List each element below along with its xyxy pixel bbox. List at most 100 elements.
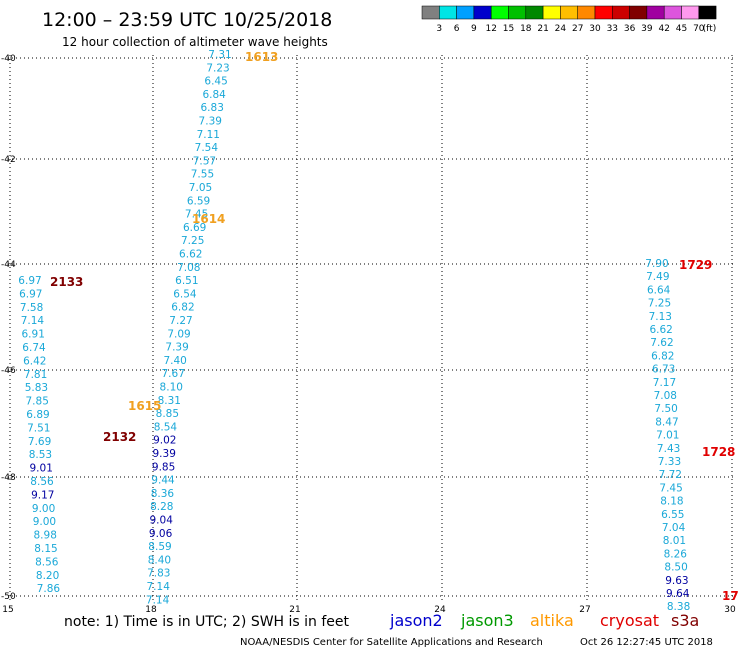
wave-height-value: 7.72 xyxy=(659,469,682,481)
wave-height-value: 7.31 xyxy=(208,49,231,61)
page-subtitle: 12 hour collection of altimeter wave hei… xyxy=(62,35,328,49)
wave-height-value: 7.25 xyxy=(648,298,671,310)
wave-height-value: 9.01 xyxy=(30,463,53,475)
wave-height-value: 7.14 xyxy=(146,594,170,606)
color-swatch xyxy=(525,5,544,20)
wave-height-value: 8.26 xyxy=(664,548,688,560)
footer-credit: NOAA/NESDIS Center for Satellite Applica… xyxy=(240,637,543,648)
wave-height-value: 5.83 xyxy=(25,382,48,394)
color-scale-label: 36 xyxy=(624,24,636,34)
wave-height-value: 6.91 xyxy=(22,329,45,341)
wave-height-value: 6.51 xyxy=(175,275,198,287)
lat-tick-label: -50 xyxy=(1,592,16,602)
lat-tick-label: -40 xyxy=(1,54,16,64)
wave-height-value: 6.84 xyxy=(202,89,226,101)
wave-height-value: 6.97 xyxy=(19,288,42,300)
satellite-legend: jason2 jason3 altika cryosat s3a xyxy=(389,611,699,630)
lat-tick-label: -48 xyxy=(1,473,16,483)
wave-height-value: 7.14 xyxy=(147,581,171,593)
wave-height-value: 7.05 xyxy=(189,182,212,194)
wave-height-value: 6.45 xyxy=(204,76,227,88)
wave-height-value: 7.81 xyxy=(24,369,47,381)
page-title: 12:00 – 23:59 UTC 10/25/2018 xyxy=(42,9,332,31)
wave-height-value: 9.64 xyxy=(666,588,690,600)
wave-height-value: 9.85 xyxy=(152,461,175,473)
wave-height-value: 7.39 xyxy=(199,116,222,128)
wave-height-value: 9.17 xyxy=(31,489,54,501)
lon-tick-label: 15 xyxy=(2,605,13,615)
color-scale-label: 9 xyxy=(471,24,477,34)
color-swatch xyxy=(508,5,527,20)
lon-tick-label: 27 xyxy=(579,605,590,615)
wave-height-value: 8.54 xyxy=(154,421,178,433)
wave-height-value: 9.63 xyxy=(665,575,688,587)
wave-height-value: 6.69 xyxy=(183,222,206,234)
wave-height-value: 7.55 xyxy=(191,169,214,181)
pass-id-label: 17 xyxy=(722,589,739,603)
color-swatch xyxy=(421,5,440,20)
wave-height-value: 7.27 xyxy=(169,315,192,327)
wave-height-value: 7.01 xyxy=(656,430,679,442)
wave-height-value: 9.00 xyxy=(32,503,55,515)
color-swatch xyxy=(681,5,700,20)
wave-height-value: 7.58 xyxy=(20,302,43,314)
wave-height-value: 7.90 xyxy=(645,258,668,270)
wave-height-value: 7.33 xyxy=(658,456,681,468)
color-scale-label: 3 xyxy=(436,24,442,34)
wave-height-value: 8.01 xyxy=(663,535,686,547)
wave-height-value: 8.15 xyxy=(34,543,57,555)
wave-height-value: 7.45 xyxy=(659,482,682,494)
color-swatch xyxy=(456,5,475,20)
wave-height-value: 8.59 xyxy=(148,541,171,553)
color-scale-label: 33 xyxy=(607,24,618,34)
wave-height-value: 6.83 xyxy=(201,102,224,114)
pass-id-label: 1728 xyxy=(702,445,735,459)
wave-height-value: 8.50 xyxy=(664,562,687,574)
color-scale-label: 45 xyxy=(676,24,687,34)
wave-height-value: 6.42 xyxy=(23,355,46,367)
pass-id-label: 1729 xyxy=(679,258,712,272)
footer-timestamp: Oct 26 12:27:45 UTC 2018 xyxy=(580,637,713,648)
wave-height-tracks: 7.317.236.456.846.837.397.117.547.577.55… xyxy=(18,49,690,613)
wave-height-value: 8.31 xyxy=(158,395,181,407)
color-scale-label: 30 xyxy=(589,24,601,34)
color-swatch xyxy=(577,5,596,20)
wave-height-value: 7.08 xyxy=(654,390,677,402)
wave-height-value: 8.85 xyxy=(156,408,179,420)
color-swatch xyxy=(542,5,561,20)
color-swatch xyxy=(646,5,665,20)
color-scale-label: 24 xyxy=(555,24,567,34)
wave-height-value: 8.18 xyxy=(660,496,683,508)
color-swatch xyxy=(439,5,457,20)
wave-height-value: 9.39 xyxy=(153,448,176,460)
wave-height-value: 6.54 xyxy=(173,288,197,300)
wave-height-value: 7.43 xyxy=(657,443,680,455)
lat-tick-label: -42 xyxy=(1,155,16,165)
satellite-legend-entry: altika xyxy=(530,611,574,630)
wave-height-value: 7.51 xyxy=(27,422,50,434)
wave-height-value: 6.62 xyxy=(179,249,202,261)
color-swatch xyxy=(612,5,630,20)
pass-id-label: 1615 xyxy=(128,399,161,413)
wave-height-value: 8.56 xyxy=(30,476,54,488)
wave-height-value: 8.40 xyxy=(148,554,171,566)
satellite-legend-entry: jason3 xyxy=(460,611,514,630)
wave-height-value: 9.00 xyxy=(33,516,56,528)
wave-height-value: 6.89 xyxy=(26,409,49,421)
wave-height-value: 7.67 xyxy=(162,368,185,380)
color-scale-label: 12 xyxy=(485,24,496,34)
wave-height-value: 7.09 xyxy=(167,328,190,340)
wave-height-value: 6.82 xyxy=(171,302,194,314)
wave-height-value: 8.36 xyxy=(151,488,175,500)
pass-id-label: 2132 xyxy=(103,430,136,444)
satellite-legend-entry: jason2 xyxy=(389,611,443,630)
lat-tick-label: -44 xyxy=(1,260,16,270)
wave-height-value: 8.98 xyxy=(34,530,57,542)
wave-height-value: 6.64 xyxy=(647,284,671,296)
satellite-legend-entry: s3a xyxy=(671,611,699,630)
wave-height-value: 6.62 xyxy=(649,324,672,336)
wave-height-value: 7.69 xyxy=(28,436,51,448)
pass-id-label: 1614 xyxy=(192,212,225,226)
color-swatch xyxy=(594,5,613,20)
